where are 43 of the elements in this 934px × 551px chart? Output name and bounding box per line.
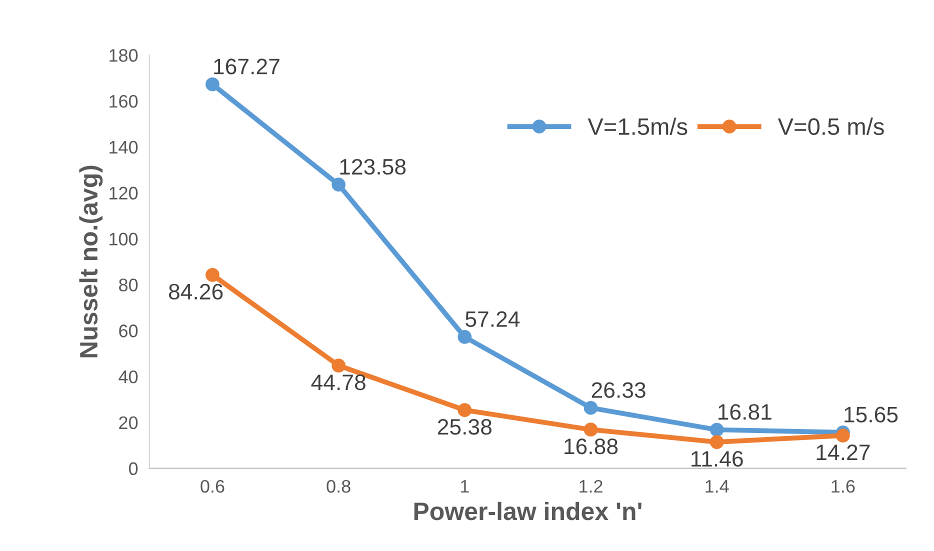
point <box>332 178 346 192</box>
data-label: 16.81 <box>718 404 772 420</box>
point <box>710 422 724 437</box>
y-tick-label: 0 <box>128 462 138 476</box>
y-tick-label: 180 <box>110 49 138 62</box>
y-tick-label: 40 <box>118 370 138 384</box>
x-tick-label: 0.8 <box>326 480 350 493</box>
point <box>458 403 472 418</box>
data-label: 123.58 <box>340 158 406 175</box>
point <box>584 400 598 415</box>
point <box>584 422 598 437</box>
y-tick-label: 140 <box>110 140 138 154</box>
data-label: 57.24 <box>466 311 520 327</box>
x-tick-label: 1.6 <box>832 480 855 493</box>
data-label: 16.88 <box>564 438 618 454</box>
data-label: 14.27 <box>816 444 870 460</box>
y-tick-label: 160 <box>110 94 138 108</box>
data-label: 44.78 <box>311 374 366 390</box>
legend-label: V=0.5 m/s <box>778 118 884 136</box>
data-label: 25.38 <box>438 419 492 435</box>
x-axis-title: Power-law index 'n' <box>414 502 642 520</box>
y-axis-title: Nusselt no.(avg) <box>79 166 103 358</box>
point <box>206 77 220 92</box>
x-tick-label: 1.2 <box>580 480 602 493</box>
x-tick-label: 1 <box>461 480 469 493</box>
data-label: 26.33 <box>592 382 646 398</box>
data-label: 84.26 <box>168 284 223 300</box>
y-tick-label: 100 <box>110 232 138 246</box>
legend-label: V=1.5m/s <box>588 118 688 136</box>
point <box>206 268 220 282</box>
x-tick-label: 0.6 <box>200 480 224 493</box>
point <box>332 358 346 372</box>
y-tick-label: 60 <box>119 324 138 338</box>
y-tick-label: 120 <box>110 186 138 200</box>
x-tick-label: 1.4 <box>706 480 729 493</box>
point <box>458 330 472 344</box>
point <box>836 428 850 443</box>
data-label: 167.27 <box>214 58 280 74</box>
data-label: 11.46 <box>692 450 743 467</box>
data-label: 15.65 <box>844 406 898 422</box>
y-tick-label: 20 <box>119 416 138 430</box>
y-tick-label: 80 <box>119 278 138 292</box>
point <box>710 435 724 449</box>
